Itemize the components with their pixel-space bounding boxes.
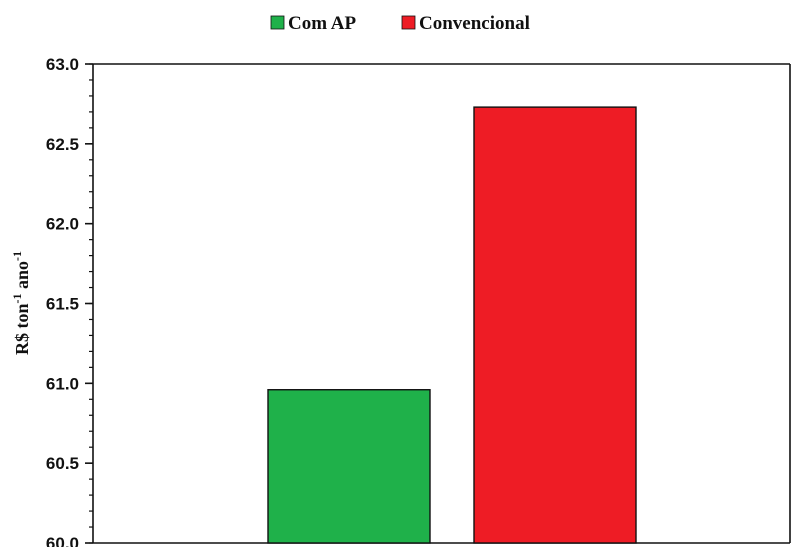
plot-area <box>92 63 791 544</box>
y-tick-label: 62.0 <box>46 215 79 234</box>
bars <box>267 106 637 544</box>
y-tick-label: 62.5 <box>46 135 79 154</box>
legend-swatch-convencional <box>401 15 416 30</box>
y-axis-title: R$ ton-1 ano-1 <box>10 251 32 355</box>
y-tick-label: 61.5 <box>46 295 79 314</box>
legend-label-com-ap: Com AP <box>288 13 356 34</box>
y-tick-label: 60.5 <box>46 454 79 473</box>
bar-convencional <box>473 106 637 544</box>
legend-swatch-com-ap <box>270 15 285 30</box>
y-axis-tick-labels: 60.0 60.5 61.0 61.5 62.0 62.5 63.0 <box>46 55 79 547</box>
y-tick-label: 61.0 <box>46 374 79 393</box>
legend: Com AP Convencional <box>270 13 530 34</box>
y-tick-label: 63.0 <box>46 55 79 74</box>
y-tick-label: 60.0 <box>46 534 79 547</box>
legend-label-convencional: Convencional <box>419 13 530 34</box>
bar-com-ap <box>267 389 431 544</box>
y-axis-ticks <box>85 63 93 544</box>
